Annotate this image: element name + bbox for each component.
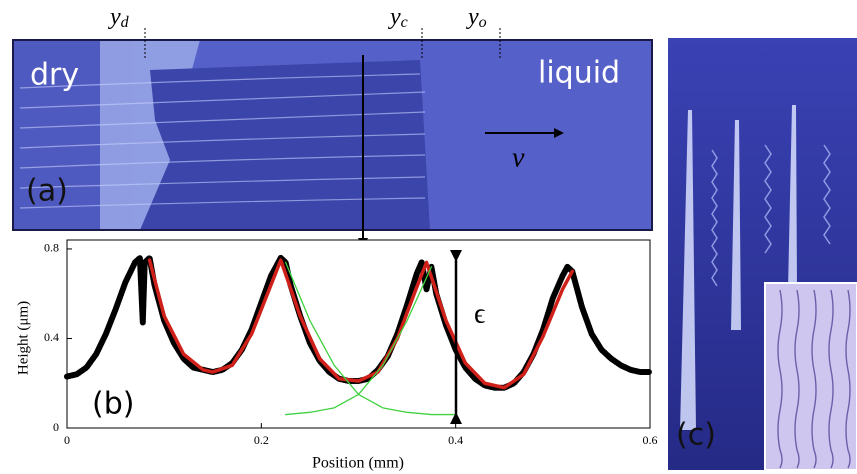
panel-label: (a) bbox=[26, 174, 68, 209]
panel-label: (b) bbox=[92, 387, 134, 422]
x-axis-label: Position (mm) bbox=[312, 455, 404, 472]
panel-c: (c) bbox=[668, 38, 857, 471]
marker-subscript: d bbox=[121, 14, 130, 31]
x-tick-label: 0.4 bbox=[448, 433, 463, 447]
marker-label: yd bbox=[108, 4, 130, 31]
inset bbox=[764, 282, 857, 471]
zigzag-streaks bbox=[711, 144, 831, 287]
dry-label: dry bbox=[30, 58, 79, 93]
marker-symbol: y bbox=[466, 4, 479, 30]
series-line bbox=[284, 266, 433, 416]
y-tick-label: 0 bbox=[53, 420, 59, 434]
inset-lines bbox=[777, 289, 851, 469]
y-tick-label: 0.8 bbox=[44, 241, 59, 255]
amplitude-label: ϵ bbox=[474, 298, 485, 329]
y-axis-label: Height (μm) bbox=[15, 301, 31, 375]
marker-symbol: y bbox=[108, 4, 121, 30]
film-region bbox=[140, 60, 430, 230]
panel-a: dry liquid (a) v yd yc yo bbox=[12, 4, 653, 248]
marker-label: yc bbox=[388, 4, 408, 31]
velocity-label: v bbox=[512, 142, 525, 173]
photo-frame bbox=[12, 39, 653, 231]
series-line bbox=[284, 261, 457, 416]
marker-subscript: o bbox=[479, 14, 487, 31]
cracks bbox=[19, 73, 426, 209]
y-tick-label: 0.4 bbox=[44, 330, 59, 344]
liquid-label: liquid bbox=[538, 56, 620, 91]
x-tick-label: 0 bbox=[64, 433, 70, 447]
series-line bbox=[147, 258, 575, 390]
bright-streaks bbox=[680, 105, 797, 430]
x-tick-label: 0.2 bbox=[254, 433, 269, 447]
panel-b-chart: (b) Position (mm) Height (μm) ϵ 0 0.2 0.4 0… bbox=[15, 239, 658, 472]
panel-label: (c) bbox=[676, 418, 716, 453]
plot-frame bbox=[66, 239, 651, 429]
front-markers: yd yc yo bbox=[108, 4, 501, 58]
marker-subscript: c bbox=[401, 14, 408, 31]
marker-symbol: y bbox=[388, 4, 401, 30]
marker-label: yo bbox=[466, 4, 487, 31]
x-tick-label: 0.6 bbox=[643, 433, 658, 447]
